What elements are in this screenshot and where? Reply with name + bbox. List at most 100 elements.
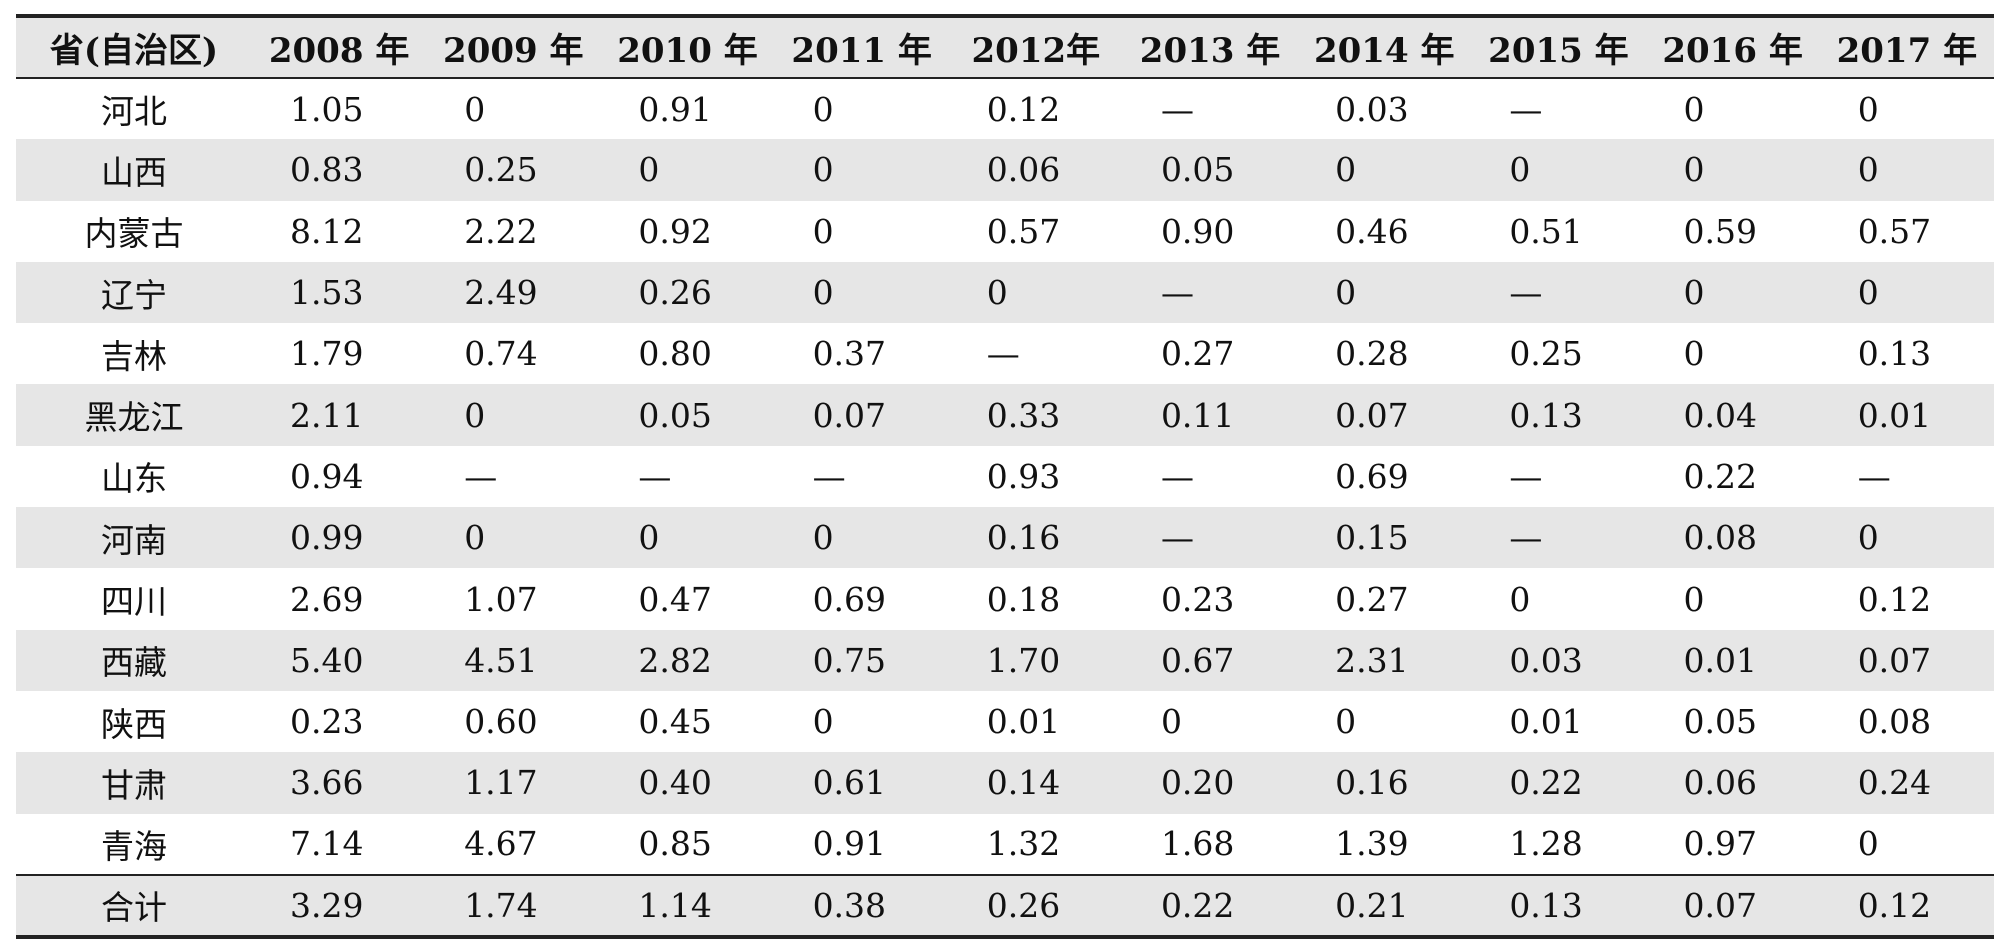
value-cell: 0.91 xyxy=(638,89,712,129)
table-row: 河南 0.99 0 0 0 0.16 — 0.15 — 0.08 0 xyxy=(16,507,1994,569)
column-header-year: 2009 年 xyxy=(426,14,601,79)
table-row: 陕西 0.23 0.60 0.45 0 0.01 0 0 0.01 0.05 0.08 xyxy=(16,691,1994,752)
value-cell: 0.33 xyxy=(986,395,1061,435)
column-header-year: 2015 年 xyxy=(1471,14,1646,79)
value-cell: 0 xyxy=(1857,150,1879,190)
value-cell: 0 xyxy=(1683,89,1705,129)
value-cell: 0.01 xyxy=(1683,640,1757,680)
value-cell: 0.69 xyxy=(1335,456,1409,496)
province-cell: 甘肃 xyxy=(101,765,167,805)
value-cell: 0.04 xyxy=(1683,395,1757,435)
value-cell: 2.69 xyxy=(290,579,364,619)
value-cell: 1.53 xyxy=(290,273,364,313)
total-label: 合计 xyxy=(16,873,252,939)
column-header-province: 省(自治区) xyxy=(16,14,252,79)
value-cell: 0 xyxy=(812,150,834,190)
value-cell: 0 xyxy=(812,702,834,742)
value-cell: — xyxy=(1160,273,1194,313)
total-cell: 0.12 xyxy=(1819,873,1994,939)
table-row: 辽宁 1.53 2.49 0.26 0 0 — 0 — 0 0 xyxy=(16,261,1994,324)
value-cell: 1.07 xyxy=(464,579,538,619)
total-cell: 1.74 xyxy=(426,873,601,939)
value-cell: 0.27 xyxy=(1335,579,1409,619)
total-cell: 0.26 xyxy=(948,873,1123,939)
value-cell: 0.99 xyxy=(290,518,364,558)
data-table-container: 省(自治区) 2008 年 2009 年 2010 年 2011 年 2012年… xyxy=(16,14,1994,939)
value-cell: 2.82 xyxy=(638,640,712,680)
value-cell: 0.05 xyxy=(638,395,712,435)
value-cell: 0.26 xyxy=(638,273,712,313)
value-cell: — xyxy=(1160,89,1194,129)
value-cell: 0.24 xyxy=(1857,763,1932,803)
value-cell: 0.37 xyxy=(812,334,887,374)
table-row: 西藏 5.40 4.51 2.82 0.75 1.70 0.67 2.31 0.03 0.01 0.… xyxy=(16,629,1994,691)
value-cell: 0 xyxy=(1160,702,1182,742)
value-cell: — xyxy=(1160,518,1194,558)
value-cell: 0.01 xyxy=(1857,395,1932,435)
value-cell: 0 xyxy=(1335,273,1357,313)
value-cell: 0.03 xyxy=(1335,89,1409,129)
province-cell: 河北 xyxy=(101,92,167,132)
column-header-year: 2016 年 xyxy=(1645,14,1820,79)
value-cell: 0.18 xyxy=(986,579,1061,619)
value-cell: 0.28 xyxy=(1335,334,1409,374)
value-cell: 0 xyxy=(1683,150,1705,190)
table-row: 内蒙古 8.12 2.22 0.92 0 0.57 0.90 0.46 0.51 0.59 0.57 xyxy=(16,201,1994,262)
table-row: 吉林 1.79 0.74 0.80 0.37 — 0.27 0.28 0.25 0 0.13 xyxy=(16,323,1994,384)
value-cell: 7.14 xyxy=(290,824,364,864)
value-cell: 0 xyxy=(638,518,660,558)
value-cell: 0.93 xyxy=(986,456,1061,496)
value-cell: 0 xyxy=(1857,824,1879,864)
value-cell: 0 xyxy=(464,89,486,129)
value-cell: 0.57 xyxy=(1857,211,1932,251)
table-row: 黑龙江 2.11 0 0.05 0.07 0.33 0.11 0.07 0.13 0.04 0.01 xyxy=(16,384,1994,446)
value-cell: 0.47 xyxy=(638,579,712,619)
province-cell: 山西 xyxy=(101,152,167,192)
value-cell: 0 xyxy=(812,89,834,129)
value-cell: — xyxy=(1509,273,1543,313)
value-cell: 0.08 xyxy=(1683,518,1757,558)
table-row: 山西 0.83 0.25 0 0 0.06 0.05 0 0 0 0 xyxy=(16,139,1994,201)
table-total-row: 合计 3.29 1.74 1.14 0.38 0.26 0.22 0.21 0.… xyxy=(16,873,1994,939)
value-cell: 0.14 xyxy=(986,763,1061,803)
province-cell: 四川 xyxy=(101,582,167,622)
value-cell: 0.69 xyxy=(812,579,887,619)
value-cell: 1.28 xyxy=(1509,824,1583,864)
value-cell: 0.16 xyxy=(986,518,1061,558)
value-cell: 0 xyxy=(1509,150,1531,190)
value-cell: 8.12 xyxy=(290,211,364,251)
column-header-year: 2011 年 xyxy=(774,14,949,79)
value-cell: 0.22 xyxy=(1509,763,1583,803)
value-cell: 0 xyxy=(1857,89,1879,129)
value-cell: 0.45 xyxy=(638,702,712,742)
value-cell: 0.15 xyxy=(1335,518,1409,558)
value-cell: 0 xyxy=(1683,273,1705,313)
value-cell: 0.06 xyxy=(1683,763,1757,803)
total-cell: 0.38 xyxy=(774,873,949,939)
value-cell: 0.22 xyxy=(1683,456,1757,496)
value-cell: 1.39 xyxy=(1335,824,1409,864)
value-cell: 0.61 xyxy=(812,763,887,803)
value-cell: 2.11 xyxy=(290,395,364,435)
value-cell: — xyxy=(638,456,672,496)
value-cell: 0.83 xyxy=(290,150,364,190)
value-cell: 0 xyxy=(1683,579,1705,619)
column-header-year: 2013 年 xyxy=(1122,14,1298,79)
value-cell: 0.27 xyxy=(1160,334,1235,374)
value-cell: 0 xyxy=(1509,579,1531,619)
column-header-year: 2017 年 xyxy=(1819,14,1994,79)
value-cell: 0.51 xyxy=(1509,211,1583,251)
value-cell: 1.32 xyxy=(986,824,1061,864)
value-cell: 0.23 xyxy=(1160,579,1235,619)
value-cell: 0.75 xyxy=(812,640,887,680)
column-header-year: 2012年 xyxy=(948,14,1123,79)
column-header-year: 2008 年 xyxy=(252,14,427,79)
value-cell: 0.13 xyxy=(1857,334,1932,374)
value-cell: 4.67 xyxy=(464,824,538,864)
value-cell: 0.06 xyxy=(986,150,1061,190)
value-cell: 0.05 xyxy=(1160,150,1235,190)
value-cell: 0.08 xyxy=(1857,702,1932,742)
value-cell: 0.07 xyxy=(1857,640,1932,680)
value-cell: 0.59 xyxy=(1683,211,1757,251)
value-cell: 0.74 xyxy=(464,334,538,374)
